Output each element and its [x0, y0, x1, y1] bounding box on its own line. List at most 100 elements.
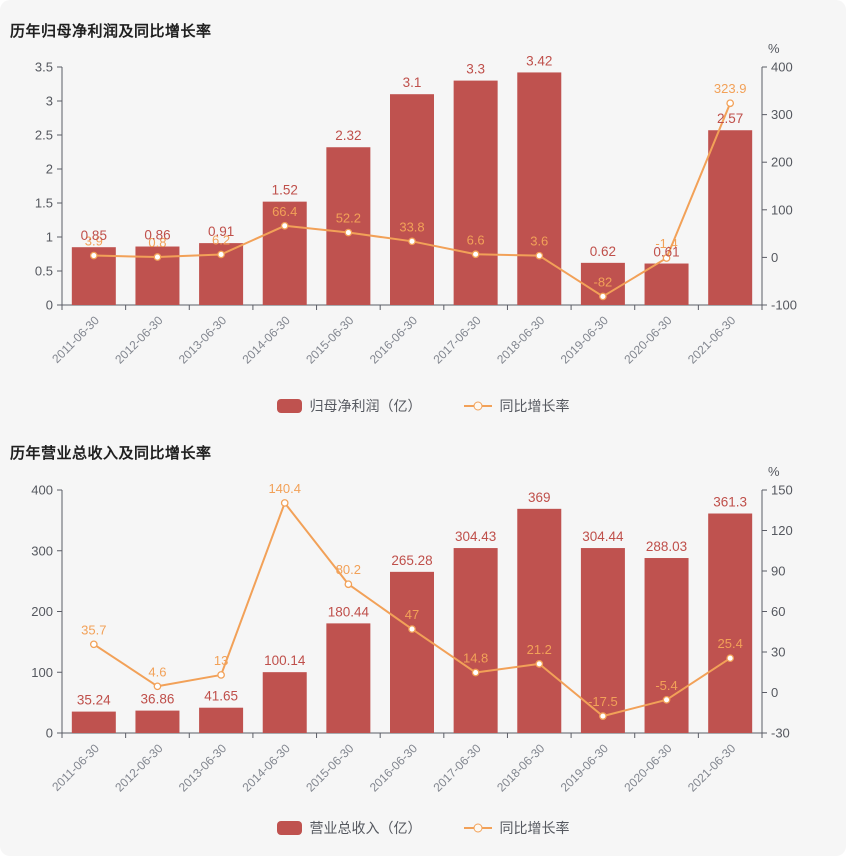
bar[interactable] — [644, 558, 689, 733]
bar-value-label: 3.3 — [466, 62, 485, 77]
line-point[interactable] — [599, 292, 607, 301]
legend-item-growth-rate-1[interactable]: 同比增长率 — [463, 396, 570, 416]
line-value-label: -5.4 — [655, 678, 677, 693]
legend-label-growth-rate-2: 同比增长率 — [499, 820, 570, 836]
line-value-label: 47 — [405, 607, 419, 622]
line-value-label: 13 — [214, 653, 228, 668]
y-axis-left-tick-label: 300 — [31, 543, 53, 558]
line-point[interactable] — [280, 221, 289, 230]
y-axis-right-tick-label: 120 — [771, 523, 793, 538]
line-point[interactable] — [599, 712, 607, 720]
y-axis-left-tick-label: 1.5 — [35, 196, 53, 211]
x-axis-category-label: 2011-06-30 — [49, 313, 102, 366]
line-value-label: -17.5 — [588, 694, 618, 709]
bar-value-label: 36.86 — [141, 692, 175, 707]
line-point[interactable] — [280, 499, 289, 507]
line-value-label: 14.8 — [463, 651, 488, 666]
line-value-label: 66.4 — [272, 204, 297, 219]
bar-value-label: 369 — [528, 490, 551, 505]
line-point[interactable] — [535, 660, 544, 668]
line-point[interactable] — [344, 580, 353, 589]
bar[interactable] — [644, 263, 689, 305]
bar-value-label: 304.44 — [582, 529, 624, 544]
bar[interactable] — [453, 80, 498, 305]
x-axis-category-label: 2018-06-30 — [494, 741, 548, 795]
bar-value-label: 304.43 — [455, 529, 496, 544]
line-point[interactable] — [153, 682, 162, 691]
bar[interactable] — [390, 571, 434, 733]
bar[interactable] — [326, 147, 371, 305]
legend-item-net-profit[interactable]: 归母净利润（亿） — [276, 396, 422, 416]
bar[interactable] — [708, 130, 753, 305]
x-axis-category-label: 2013-06-30 — [176, 741, 230, 795]
line-point[interactable] — [217, 250, 225, 259]
line-series-swatch — [463, 405, 492, 407]
line-point[interactable] — [662, 695, 671, 704]
bar-value-label: 0.86 — [144, 228, 170, 243]
line-point[interactable] — [471, 250, 480, 259]
bar[interactable] — [326, 623, 371, 733]
x-axis-category-label: 2019-06-30 — [558, 313, 612, 367]
line-point[interactable] — [471, 668, 480, 677]
x-axis-category-label: 2019-06-30 — [558, 741, 612, 795]
legend-item-revenue[interactable]: 营业总收入（亿） — [276, 818, 422, 838]
y-axis-right-tick-label: 0 — [771, 250, 778, 265]
line-point[interactable] — [726, 99, 735, 108]
x-axis-category-label: 2014-06-30 — [240, 741, 294, 795]
x-axis-category-label: 2012-06-30 — [112, 741, 166, 795]
line-value-label: 0.8 — [148, 235, 166, 250]
y-axis-right-tick-label: 150 — [771, 483, 793, 498]
bar-value-label: 288.03 — [646, 539, 687, 554]
bar[interactable] — [708, 513, 753, 733]
line-point[interactable] — [408, 237, 416, 246]
y-axis-right-tick-label: 300 — [771, 107, 793, 122]
bar[interactable] — [262, 672, 307, 733]
bar[interactable] — [517, 72, 562, 305]
bar[interactable] — [135, 710, 180, 733]
line-point[interactable] — [89, 640, 98, 649]
y-axis-left-tick-label: 2.5 — [35, 128, 53, 143]
revenue-chart: 0 100 200 300 400 -30 0 30 60 90 120 150% 2011-06-30… — [31, 464, 793, 795]
line-series-swatch — [463, 827, 492, 829]
bar-value-label: 3.1 — [403, 75, 422, 90]
x-axis-category-label: 2017-06-30 — [430, 741, 484, 795]
line-point[interactable] — [535, 251, 544, 260]
x-axis-category-label: 2012-06-30 — [112, 313, 166, 367]
bar-value-label: 35.24 — [77, 693, 111, 708]
line-point[interactable] — [408, 625, 416, 633]
line-point[interactable] — [662, 254, 671, 262]
bar[interactable] — [580, 548, 625, 733]
line-point[interactable] — [153, 253, 162, 261]
legend-item-growth-rate-2[interactable]: 同比增长率 — [463, 818, 570, 838]
line-value-label: 52.2 — [336, 211, 361, 226]
y-axis-left-tick-label: 400 — [31, 483, 53, 498]
y-axis-right-tick-label: 400 — [771, 60, 793, 75]
line-point[interactable] — [217, 671, 225, 679]
line-value-label: 140.4 — [268, 481, 301, 496]
y-axis-right-tick-label: 90 — [771, 564, 785, 579]
x-axis-category-label: 2018-06-30 — [494, 313, 548, 367]
bar-value-label: 361.3 — [713, 495, 747, 510]
bar[interactable] — [517, 508, 562, 733]
bar[interactable] — [71, 711, 116, 733]
line-value-label: 33.8 — [399, 219, 424, 234]
y-axis-left-tick-label: 0 — [46, 726, 53, 741]
x-axis-category-label: 2013-06-30 — [176, 313, 230, 367]
bar[interactable] — [390, 94, 434, 305]
bar-value-label: 0.61 — [653, 245, 679, 260]
x-axis-category-label: 2020-06-30 — [621, 741, 675, 795]
line-point[interactable] — [344, 228, 353, 237]
bar[interactable] — [453, 548, 498, 733]
bar[interactable] — [262, 201, 307, 305]
bar[interactable] — [199, 707, 244, 733]
bar-value-label: 0.62 — [590, 244, 616, 259]
y-axis-left-tick-label: 200 — [31, 604, 53, 619]
line-point[interactable] — [726, 654, 735, 663]
line-point[interactable] — [89, 251, 98, 260]
bar-value-label: 2.32 — [335, 128, 361, 143]
bar-value-label: 1.52 — [272, 183, 298, 198]
y-axis-left-tick-label: 3.5 — [35, 60, 53, 75]
bar-series-swatch — [276, 399, 302, 413]
line-value-label: 80.2 — [336, 562, 361, 577]
x-axis-category-label: 2020-06-30 — [621, 313, 675, 367]
